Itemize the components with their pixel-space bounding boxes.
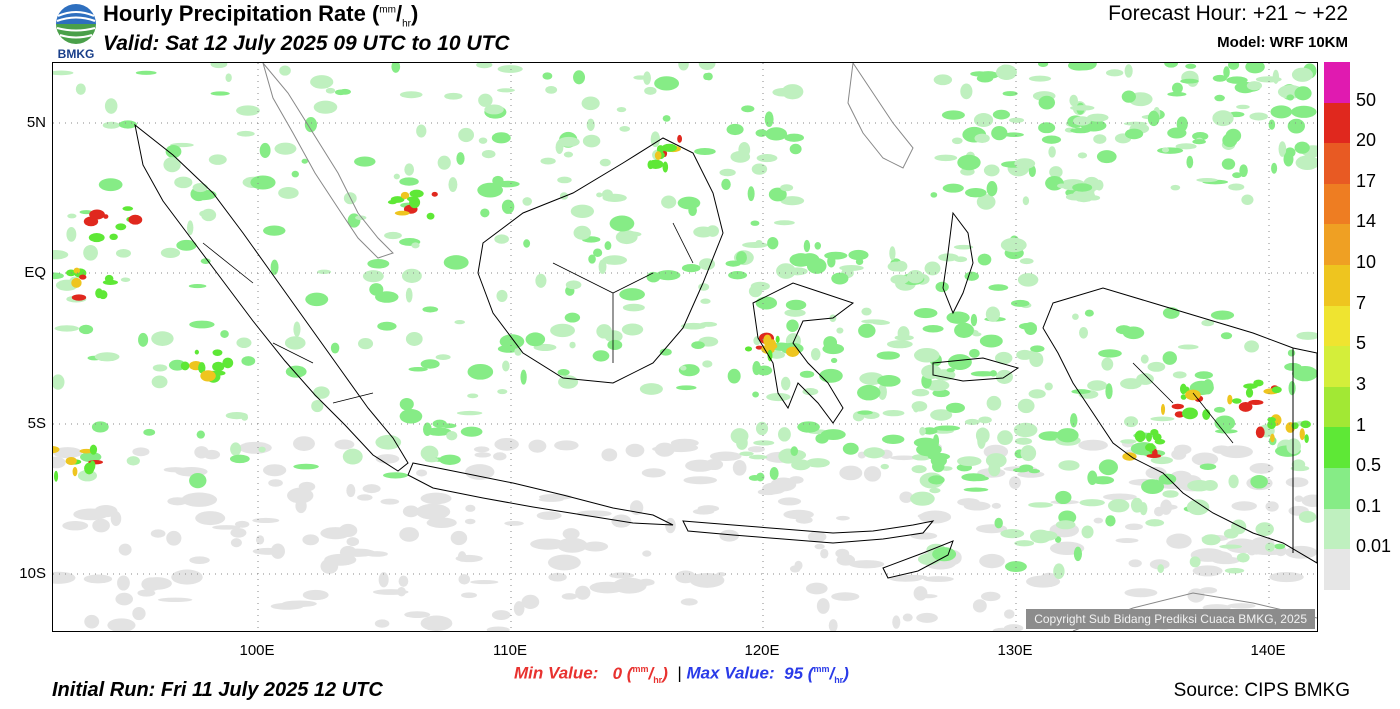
colorbar-segment <box>1324 468 1350 509</box>
colorbar-segment <box>1324 346 1350 387</box>
max-value: 95 (mm/hr) <box>784 663 849 686</box>
max-value-label: Max Value: <box>686 663 775 683</box>
coast-malay-peninsula <box>262 63 394 259</box>
precipitation-map <box>52 62 1318 632</box>
coast-java <box>407 462 674 526</box>
min-max-separator: | <box>677 663 682 683</box>
colorbar <box>1324 62 1350 590</box>
min-max-values: Min Value: 0 (mm/hr) | Max Value: 95 (mm… <box>514 660 849 687</box>
forecast-hour: Forecast Hour: +21 ~ +22 <box>1108 2 1348 25</box>
colorbar-segment <box>1324 143 1350 184</box>
coast-sumatra <box>134 123 409 472</box>
colorbar-segment <box>1324 62 1350 103</box>
colorbar-segment <box>1324 102 1350 144</box>
colorbar-label: 14 <box>1356 211 1377 232</box>
colorbar-label: 50 <box>1356 89 1377 110</box>
lon-label-140e: 140E <box>1250 642 1286 659</box>
colorbar-segment <box>1324 224 1350 266</box>
colorbar-label: 17 <box>1356 170 1377 191</box>
lat-label-eq: EQ <box>24 264 46 281</box>
min-value-label: Min Value: <box>514 663 599 683</box>
colorbar-segment <box>1324 265 1350 306</box>
lat-label-5n: 5N <box>26 114 46 131</box>
coast-borneo <box>477 137 724 384</box>
lon-label-130e: 130E <box>997 642 1033 659</box>
copyright-notice: Copyright Sub Bidang Prediksi Cuaca BMKG… <box>1026 609 1315 629</box>
lat-label-5s: 5S <box>27 415 46 432</box>
colorbar-segment <box>1324 508 1350 550</box>
colorbar-label: 20 <box>1356 130 1377 151</box>
lon-label-100e: 100E <box>239 642 275 659</box>
coast-sulawesi <box>752 282 855 424</box>
model-name: Model: WRF 10KM <box>1217 34 1348 51</box>
colorbar-label: 5 <box>1356 333 1367 354</box>
bmkg-logo-icon: BMKG <box>56 4 96 61</box>
colorbar-label: 1 <box>1356 414 1367 435</box>
coast-seram <box>932 357 1020 382</box>
coastlines <box>134 63 1317 631</box>
colorbar-label: 3 <box>1356 373 1367 394</box>
province-borders <box>202 222 1234 444</box>
graticule-grid <box>53 63 1317 631</box>
colorbar-segment <box>1324 183 1350 225</box>
map-canvas <box>53 63 1317 631</box>
colorbar-label: 0.01 <box>1356 536 1392 557</box>
coast-new-guinea <box>1042 287 1317 564</box>
svg-text:BMKG: BMKG <box>58 47 95 60</box>
colorbar-label: 0.5 <box>1356 455 1382 476</box>
precipitation-layer <box>53 63 1317 631</box>
lon-label-120e: 120E <box>744 642 780 659</box>
initial-run: Initial Run: Fri 11 July 2025 12 UTC <box>52 679 383 701</box>
coast-halmahera <box>942 211 974 315</box>
colorbar-label: 0.1 <box>1356 495 1382 516</box>
lat-label-10s: 10S <box>19 565 46 582</box>
colorbar-segment <box>1324 549 1350 590</box>
colorbar-segment <box>1324 305 1350 347</box>
colorbar-label: 10 <box>1356 252 1377 273</box>
coast-lesser-sunda <box>682 520 935 544</box>
colorbar-segment <box>1324 427 1350 469</box>
bmkg-logo: BMKG <box>52 2 100 61</box>
colorbar-segment <box>1324 386 1350 428</box>
lon-label-110e: 110E <box>493 642 527 659</box>
coast-mindanao <box>847 63 914 169</box>
chart-title: Hourly Precipitation Rate (mm/hr) <box>103 1 419 30</box>
min-value: 0 (mm/hr) <box>612 663 668 686</box>
colorbar-label: 7 <box>1356 292 1367 313</box>
valid-time: Valid: Sat 12 July 2025 09 UTC to 10 UTC <box>103 32 510 55</box>
source-label: Source: CIPS BMKG <box>1173 680 1350 701</box>
coast-timor <box>882 540 954 579</box>
